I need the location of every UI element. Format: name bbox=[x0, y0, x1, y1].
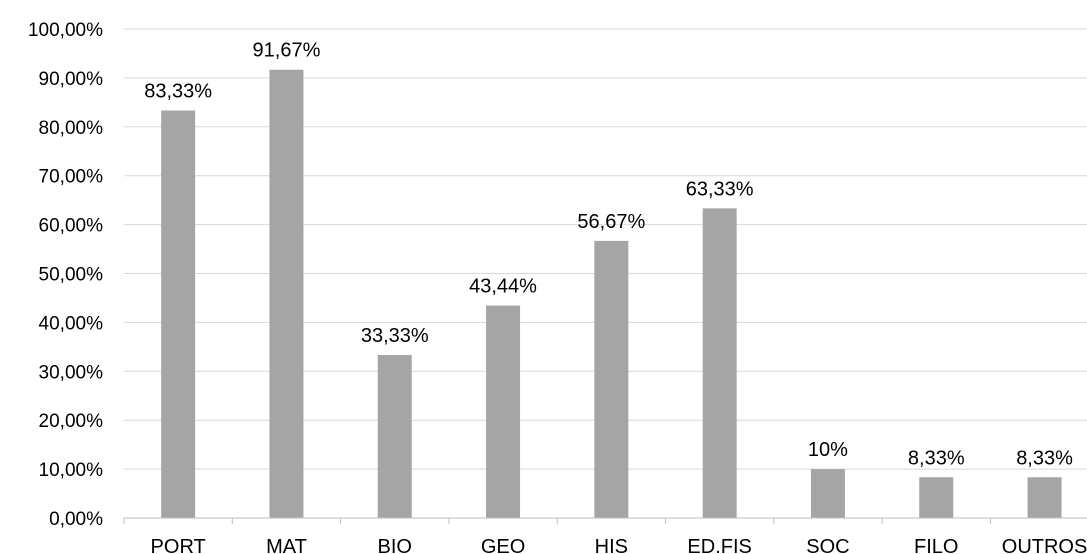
bar-series bbox=[161, 69, 1062, 519]
bar bbox=[269, 69, 304, 518]
bar-value-label: 10% bbox=[808, 439, 848, 461]
x-category-label: HIS bbox=[595, 536, 628, 554]
y-tick-label: 90,00% bbox=[39, 69, 104, 90]
x-category-label: GEO bbox=[481, 536, 525, 554]
y-tick-label: 20,00% bbox=[39, 411, 104, 432]
data-labels: 83,33% 91,67% 33,33% 43,44% 56,67% 63,33% 10% 8… bbox=[144, 40, 1073, 470]
bar bbox=[377, 355, 412, 518]
bar bbox=[1027, 477, 1062, 518]
x-category-label: FILO bbox=[914, 536, 958, 554]
x-category-label: SOC bbox=[806, 536, 849, 554]
y-tick-label: 60,00% bbox=[39, 216, 104, 237]
y-tick-label: 50,00% bbox=[39, 265, 104, 286]
y-tick-label: 100,00% bbox=[28, 20, 103, 41]
bar-value-label: 56,67% bbox=[577, 211, 645, 233]
y-axis-tick-labels: 0,00% 10,00% 20,00% 30,00% 40,00% 50,00% 60,00… bbox=[28, 20, 103, 530]
y-tick-label: 30,00% bbox=[39, 362, 104, 383]
bar bbox=[594, 240, 629, 518]
bar-value-label: 83,33% bbox=[144, 81, 212, 103]
bar bbox=[486, 305, 521, 518]
bar-value-label: 8,33% bbox=[1016, 447, 1073, 469]
y-tick-label: 0,00% bbox=[49, 509, 103, 530]
bar bbox=[810, 469, 845, 518]
bar bbox=[702, 208, 737, 519]
x-category-label: ED.FIS bbox=[687, 536, 751, 554]
y-tick-label: 40,00% bbox=[39, 313, 104, 334]
x-category-label: PORT bbox=[151, 536, 206, 554]
bar-value-label: 43,44% bbox=[469, 276, 537, 298]
bar-value-label: 91,67% bbox=[253, 40, 321, 62]
bar bbox=[161, 110, 196, 518]
bar-value-label: 63,33% bbox=[686, 178, 754, 200]
bar bbox=[919, 477, 954, 518]
bar-value-label: 8,33% bbox=[908, 447, 965, 469]
x-category-label: OUTROS bbox=[1002, 536, 1087, 554]
x-axis: PORT MAT BIO GEO HIS ED.FIS SOC FILO OUTROS bbox=[123, 517, 1087, 554]
y-tick-label: 80,00% bbox=[39, 118, 104, 139]
bar-value-label: 33,33% bbox=[361, 325, 429, 347]
y-tick-label: 10,00% bbox=[39, 460, 104, 481]
x-category-label: MAT bbox=[266, 536, 307, 554]
x-category-label: BIO bbox=[378, 536, 412, 554]
y-tick-label: 70,00% bbox=[39, 167, 104, 188]
